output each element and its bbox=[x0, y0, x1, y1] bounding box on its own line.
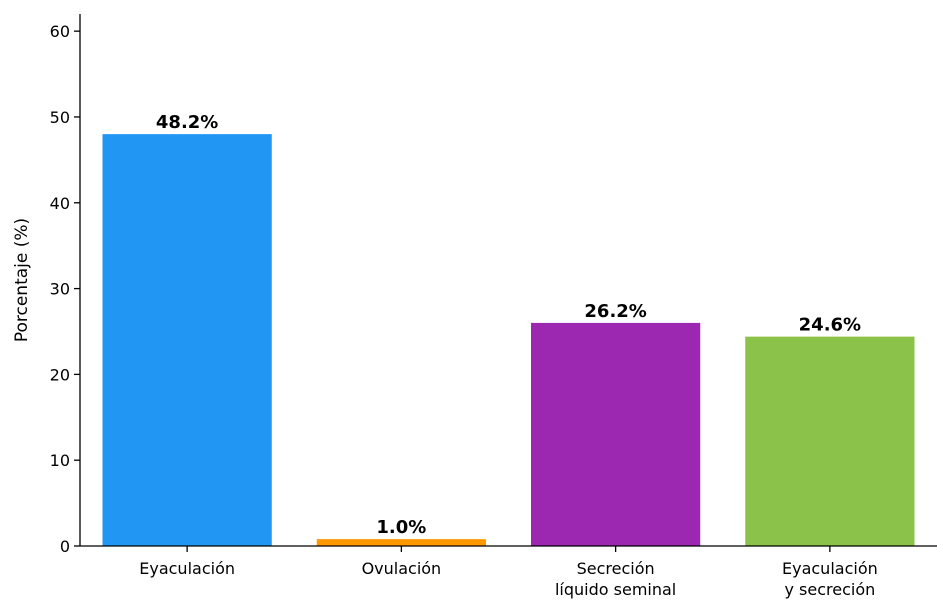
bars bbox=[102, 134, 915, 546]
x-tick-label: Secreción líquido seminal bbox=[555, 559, 676, 599]
x-tick-label: Eyaculación bbox=[139, 559, 235, 578]
y-tick-label: 0 bbox=[60, 537, 70, 556]
data-label: 1.0% bbox=[376, 517, 426, 538]
y-tick-label: 30 bbox=[50, 280, 70, 299]
bar bbox=[102, 134, 272, 546]
x-tick-label: Ovulación bbox=[362, 559, 442, 578]
y-axis-ticks: 0 10 20 30 40 50 60 bbox=[50, 22, 80, 556]
bar bbox=[530, 322, 701, 546]
y-tick-label: 40 bbox=[50, 194, 70, 213]
data-label: 48.2% bbox=[156, 112, 218, 133]
x-tick-label: Eyaculación y secreción bbox=[782, 559, 878, 599]
y-tick-label: 20 bbox=[50, 365, 70, 384]
data-labels: 48.2% 1.0% 26.2% 24.6% bbox=[156, 112, 861, 538]
data-label: 26.2% bbox=[584, 301, 646, 322]
data-label: 24.6% bbox=[799, 315, 861, 336]
bar bbox=[316, 539, 487, 546]
y-tick-label: 10 bbox=[50, 451, 70, 470]
y-tick-label: 60 bbox=[50, 22, 70, 41]
x-axis-ticks: Eyaculación Ovulación Secreción líquido sem… bbox=[139, 546, 878, 599]
bar bbox=[745, 336, 915, 546]
y-tick-label: 50 bbox=[50, 108, 70, 127]
y-axis-title: Porcentaje (%) bbox=[12, 218, 32, 342]
